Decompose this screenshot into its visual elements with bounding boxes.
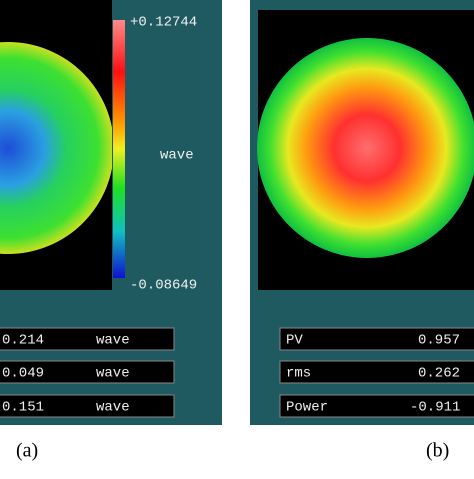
field-value: 0.957 xyxy=(418,333,460,349)
field-value: 0.049 xyxy=(2,366,44,382)
field-unit: wave xyxy=(96,333,130,349)
field-box xyxy=(0,327,175,351)
field-value: 0.151 xyxy=(2,400,44,416)
field-label: PV xyxy=(286,333,303,349)
colorbar-max: +0.12744 xyxy=(130,15,197,31)
field-value: 0.214 xyxy=(2,333,44,349)
field-unit: wave xyxy=(96,366,130,382)
field-box xyxy=(0,360,175,384)
field-value: -0.911 xyxy=(410,400,460,416)
field-label: Power xyxy=(286,400,328,416)
field-row: Power -0.911 xyxy=(279,394,474,418)
field-box xyxy=(279,394,474,418)
colorbar-min: -0.08649 xyxy=(130,278,197,294)
field-value: 0.262 xyxy=(418,366,460,382)
wavefront-map xyxy=(257,38,474,258)
panel-a: +0.12744 wave -0.08649 0.214 wave 0.049 … xyxy=(0,0,222,425)
field-row: PV 0.957 xyxy=(279,327,474,351)
caption: (b) xyxy=(426,440,449,462)
field-row: 0.214 wave xyxy=(0,327,175,351)
wavefront-map xyxy=(0,42,112,254)
field-box xyxy=(279,360,474,384)
colorbar-unit: wave xyxy=(160,148,194,164)
field-unit: wave xyxy=(96,400,130,416)
field-row: 0.151 wave xyxy=(0,394,175,418)
colorbar xyxy=(113,20,125,278)
caption: (a) xyxy=(16,440,38,462)
field-row: rms 0.262 xyxy=(279,360,474,384)
field-box xyxy=(0,394,175,418)
field-box xyxy=(279,327,474,351)
panel-b: PV 0.957 rms 0.262 Power -0.911 xyxy=(250,0,474,425)
field-label: rms xyxy=(286,366,311,382)
field-row: 0.049 wave xyxy=(0,360,175,384)
